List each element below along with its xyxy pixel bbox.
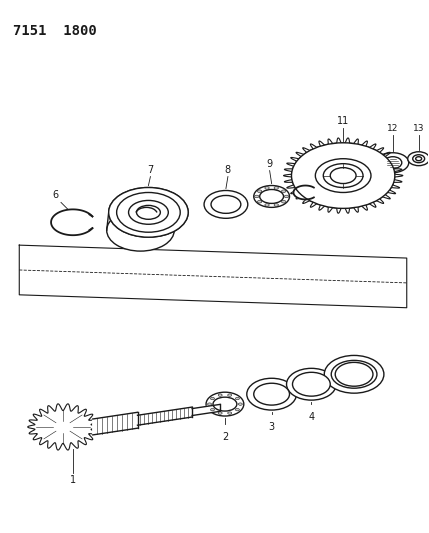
Ellipse shape xyxy=(117,192,180,232)
Polygon shape xyxy=(293,185,314,199)
Polygon shape xyxy=(192,405,220,416)
Ellipse shape xyxy=(228,412,232,414)
Ellipse shape xyxy=(206,392,244,416)
Polygon shape xyxy=(19,245,407,308)
Ellipse shape xyxy=(204,190,248,219)
Ellipse shape xyxy=(315,159,371,192)
Ellipse shape xyxy=(213,397,237,411)
Ellipse shape xyxy=(208,403,211,405)
Ellipse shape xyxy=(239,403,242,405)
Ellipse shape xyxy=(287,368,336,400)
Ellipse shape xyxy=(384,157,402,168)
Ellipse shape xyxy=(211,408,214,411)
Ellipse shape xyxy=(136,205,160,219)
Ellipse shape xyxy=(377,153,409,173)
Ellipse shape xyxy=(129,200,168,224)
Text: 11: 11 xyxy=(337,116,349,126)
Ellipse shape xyxy=(236,408,239,411)
Ellipse shape xyxy=(211,196,241,213)
Ellipse shape xyxy=(107,209,174,251)
Polygon shape xyxy=(51,209,92,235)
Ellipse shape xyxy=(257,200,262,203)
Text: 6: 6 xyxy=(52,190,58,200)
Ellipse shape xyxy=(274,204,278,206)
Ellipse shape xyxy=(408,152,429,166)
Ellipse shape xyxy=(260,190,284,204)
Ellipse shape xyxy=(211,398,214,400)
Text: 1: 1 xyxy=(70,475,76,484)
Ellipse shape xyxy=(293,373,330,396)
Text: 9: 9 xyxy=(266,159,273,168)
Ellipse shape xyxy=(218,394,222,397)
Ellipse shape xyxy=(257,190,262,192)
Ellipse shape xyxy=(136,205,160,219)
Text: 5: 5 xyxy=(376,369,382,379)
Ellipse shape xyxy=(281,200,286,203)
Text: 3: 3 xyxy=(269,422,275,432)
Polygon shape xyxy=(138,407,192,425)
Ellipse shape xyxy=(284,195,289,198)
Ellipse shape xyxy=(291,143,395,208)
Ellipse shape xyxy=(247,378,296,410)
Ellipse shape xyxy=(254,383,290,405)
Ellipse shape xyxy=(117,192,180,232)
Text: 10: 10 xyxy=(298,158,309,167)
Ellipse shape xyxy=(236,398,239,400)
Ellipse shape xyxy=(324,356,384,393)
Ellipse shape xyxy=(335,362,373,386)
Text: 12: 12 xyxy=(387,124,399,133)
Ellipse shape xyxy=(254,195,259,198)
Ellipse shape xyxy=(129,200,168,224)
Text: 2: 2 xyxy=(222,432,228,442)
Polygon shape xyxy=(93,413,138,435)
Ellipse shape xyxy=(323,164,363,188)
Ellipse shape xyxy=(109,188,188,237)
Ellipse shape xyxy=(265,204,269,206)
Ellipse shape xyxy=(274,187,278,189)
Ellipse shape xyxy=(416,157,422,160)
Text: 7151  1800: 7151 1800 xyxy=(13,23,97,38)
Ellipse shape xyxy=(281,190,286,192)
Text: 4: 4 xyxy=(308,412,314,422)
Text: 13: 13 xyxy=(413,124,424,133)
Ellipse shape xyxy=(218,412,222,414)
Polygon shape xyxy=(284,138,403,213)
Ellipse shape xyxy=(413,155,425,163)
Ellipse shape xyxy=(109,188,188,237)
Text: 8: 8 xyxy=(225,165,231,175)
Ellipse shape xyxy=(330,168,356,183)
Ellipse shape xyxy=(228,394,232,397)
Ellipse shape xyxy=(331,360,377,388)
Polygon shape xyxy=(28,404,98,450)
Text: 7: 7 xyxy=(147,165,154,175)
Ellipse shape xyxy=(254,185,290,207)
Ellipse shape xyxy=(265,187,269,189)
